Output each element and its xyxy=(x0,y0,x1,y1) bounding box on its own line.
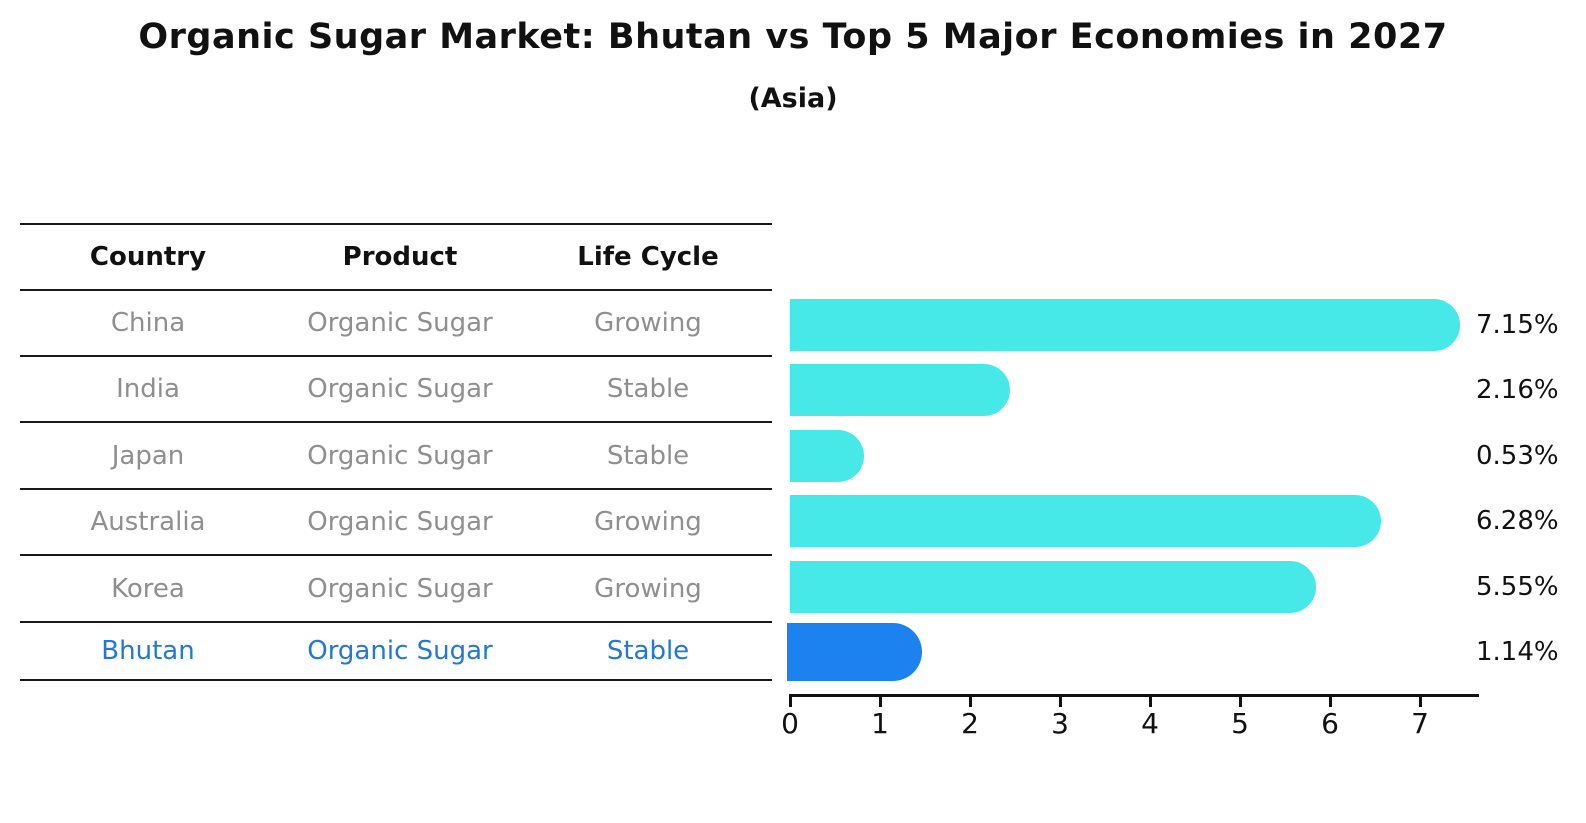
lifecycle-cell: Growing xyxy=(594,507,702,537)
value-label-korea: 5.55% xyxy=(1476,572,1559,602)
x-tick xyxy=(1328,694,1332,707)
chart-subtitle: (Asia) xyxy=(748,83,838,114)
value-label-china: 7.15% xyxy=(1476,310,1559,340)
country-cell: India xyxy=(116,374,180,404)
bar-china xyxy=(790,299,1460,351)
country-cell: Japan xyxy=(111,440,185,471)
product-cell: Organic Sugar xyxy=(307,636,493,666)
product-cell: Organic Sugar xyxy=(307,507,493,537)
country-cell: Australia xyxy=(90,507,206,537)
x-tick xyxy=(1418,694,1422,707)
column-header-lifecycle: Life Cycle xyxy=(577,242,719,272)
x-tick xyxy=(1148,694,1152,707)
x-tick-label: 1 xyxy=(871,707,889,740)
value-label-japan: 0.53% xyxy=(1476,441,1559,471)
lifecycle-cell: Growing xyxy=(594,573,702,604)
bar-india xyxy=(790,364,1011,416)
value-label-bhutan: 1.14% xyxy=(1476,637,1559,667)
x-tick xyxy=(1238,694,1242,707)
value-label-india: 2.16% xyxy=(1476,375,1559,405)
lifecycle-cell: Stable xyxy=(606,440,690,471)
x-tick xyxy=(968,694,972,707)
table-row-bhutan: Bhutan Organic Sugar Stable xyxy=(20,623,772,681)
product-cell: Organic Sugar xyxy=(307,374,493,404)
table-header-row: Country Product Life Cycle xyxy=(20,225,772,291)
value-label-australia: 6.28% xyxy=(1476,506,1559,536)
table-row-korea: Korea Organic Sugar Growing xyxy=(20,556,772,623)
chart-title: Organic Sugar Market: Bhutan vs Top 5 Ma… xyxy=(138,17,1448,57)
x-tick xyxy=(1058,694,1062,707)
lifecycle-cell: Stable xyxy=(606,636,690,666)
country-cell: Korea xyxy=(111,573,185,604)
country-cell: Bhutan xyxy=(101,636,195,666)
table-row-china: China Organic Sugar Growing xyxy=(20,291,772,357)
table-row-australia: Australia Organic Sugar Growing xyxy=(20,490,772,556)
column-header-product: Product xyxy=(342,242,458,272)
product-cell: Organic Sugar xyxy=(307,308,493,338)
x-tick-label: 5 xyxy=(1231,707,1249,740)
lifecycle-cell: Growing xyxy=(594,308,702,338)
bar-bhutan xyxy=(787,623,922,681)
table-row-india: India Organic Sugar Stable xyxy=(20,357,772,423)
product-cell: Organic Sugar xyxy=(307,573,493,604)
country-cell: China xyxy=(110,308,186,338)
x-tick xyxy=(788,694,792,707)
x-axis-line xyxy=(790,694,1479,697)
x-tick xyxy=(878,694,882,707)
x-tick-label: 7 xyxy=(1411,707,1429,740)
bar-australia xyxy=(790,495,1382,547)
column-header-country: Country xyxy=(89,242,207,272)
bar-korea xyxy=(790,561,1316,613)
lifecycle-cell: Stable xyxy=(606,374,690,404)
x-tick-label: 0 xyxy=(781,707,799,740)
x-tick-label: 4 xyxy=(1141,707,1159,740)
x-tick-label: 2 xyxy=(961,707,979,740)
country-table: Country Product Life Cycle China Organic… xyxy=(20,223,772,681)
bar-japan xyxy=(790,430,864,482)
product-cell: Organic Sugar xyxy=(307,440,493,471)
x-tick-label: 6 xyxy=(1321,707,1339,740)
table-row-japan: Japan Organic Sugar Stable xyxy=(20,423,772,490)
x-tick-label: 3 xyxy=(1051,707,1069,740)
